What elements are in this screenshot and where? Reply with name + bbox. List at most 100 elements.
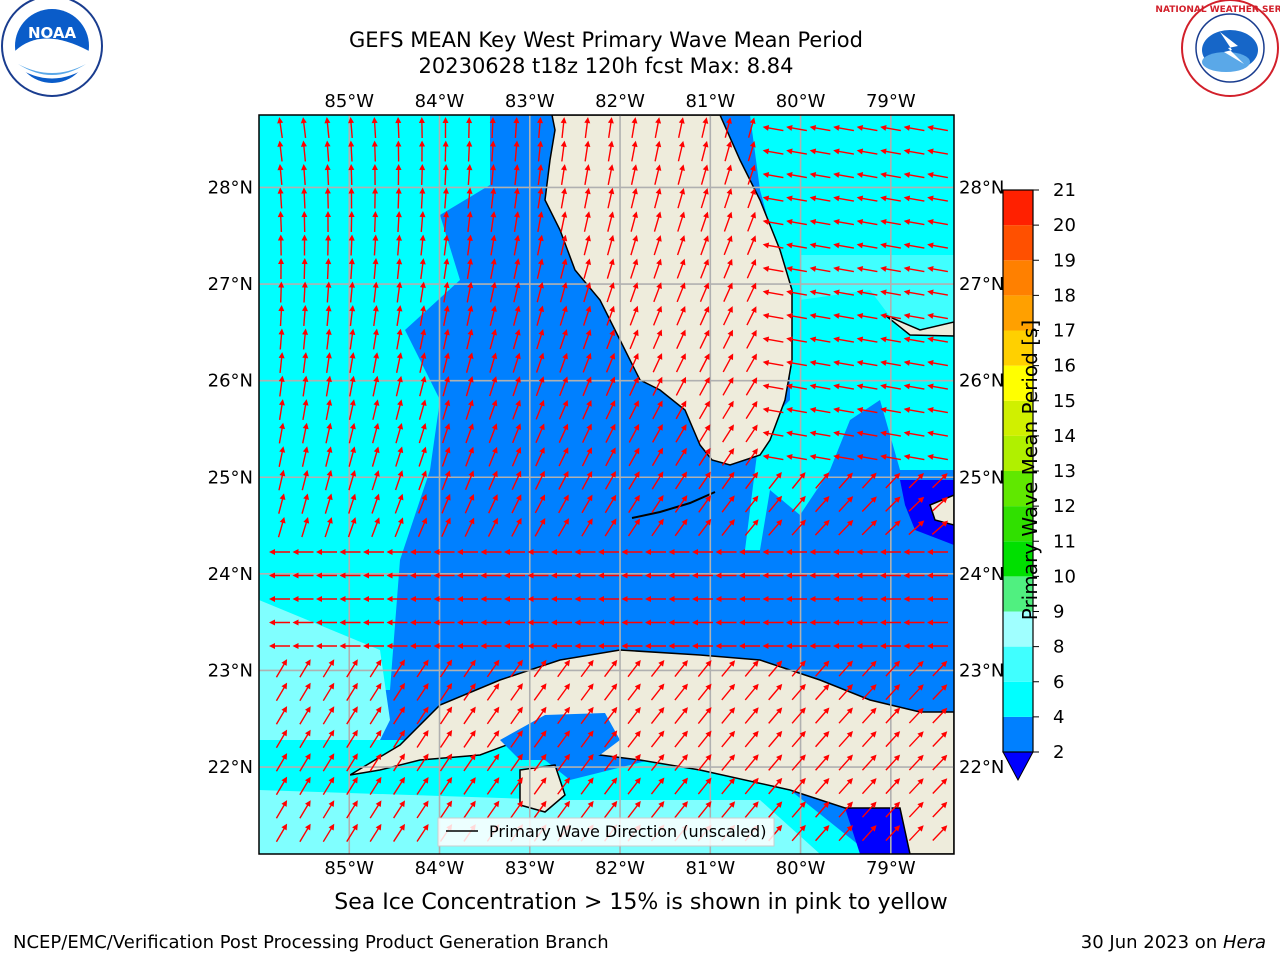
wave-arrow — [369, 800, 382, 819]
colorbar-tick-label: 14 — [1053, 426, 1076, 447]
wave-arrow — [512, 376, 521, 397]
wave-arrow — [645, 572, 666, 579]
wave-arrow — [580, 659, 594, 678]
colorbar-segment — [1003, 435, 1033, 471]
wave-arrow — [299, 800, 311, 819]
wave-arrow — [598, 549, 619, 555]
wave-arrow — [880, 266, 901, 273]
colorbar-segment — [1003, 681, 1033, 717]
wave-arrow — [269, 549, 290, 555]
wave-arrow — [932, 707, 948, 724]
lat-label-left: 27°N — [208, 274, 253, 295]
wave-arrow — [442, 117, 449, 139]
wave-arrow — [418, 493, 427, 514]
wave-arrow — [723, 258, 733, 279]
wave-arrow — [551, 549, 572, 555]
wave-arrow — [721, 683, 736, 701]
wave-arrow — [739, 596, 760, 602]
wave-arrow — [927, 195, 948, 202]
wave-arrow — [629, 282, 639, 303]
wave-arrow — [885, 472, 901, 489]
wave-direction-arrows — [269, 117, 949, 843]
wave-arrow — [275, 823, 288, 843]
period-region-darkblue-east — [900, 480, 954, 545]
wave-arrow — [348, 470, 357, 491]
wave-arrow — [885, 707, 901, 724]
wave-arrow — [745, 353, 757, 373]
wave-arrow — [419, 352, 427, 373]
wave-arrow — [349, 352, 356, 373]
wave-arrow — [700, 258, 709, 279]
wave-arrow — [653, 235, 662, 256]
wave-arrow — [885, 660, 901, 677]
wave-arrow — [604, 518, 617, 537]
wave-arrow — [786, 454, 807, 461]
wave-arrow — [439, 753, 453, 772]
wave-arrow — [527, 572, 549, 579]
wave-arrow — [927, 383, 948, 390]
wave-arrow — [584, 164, 591, 185]
wave-arrow — [723, 235, 733, 256]
wave-arrow — [316, 619, 337, 626]
wave-arrow — [371, 140, 378, 162]
wave-arrow — [433, 643, 455, 649]
wave-arrow — [856, 195, 878, 202]
wave-arrow — [325, 399, 333, 420]
wave-arrow — [856, 219, 878, 226]
wave-arrow — [674, 801, 688, 818]
wave-arrow — [762, 619, 784, 626]
wave-arrow — [815, 801, 830, 818]
wave-arrow — [419, 234, 426, 256]
wave-arrow — [786, 313, 807, 320]
wave-arrow — [791, 801, 806, 818]
wave-arrow — [349, 328, 356, 350]
wave-arrow — [861, 496, 877, 512]
wave-arrow — [348, 211, 355, 233]
colorbar-tick-label: 21 — [1053, 180, 1076, 201]
wave-arrow — [551, 572, 572, 579]
wave-arrow — [396, 305, 403, 326]
wave-arrow — [786, 407, 807, 414]
wave-arrow — [692, 619, 713, 626]
wave-arrow — [605, 400, 616, 420]
wave-arrow — [457, 572, 478, 579]
wave-arrow — [535, 447, 545, 467]
wave-arrow — [557, 518, 570, 537]
wave-arrow — [372, 187, 379, 209]
map-legend: Primary Wave Direction (unscaled) — [437, 817, 775, 847]
wave-arrow — [668, 619, 690, 626]
wave-arrow — [715, 572, 737, 579]
wave-arrow — [583, 234, 591, 256]
wave-arrow — [786, 360, 807, 367]
wave-arrow — [674, 683, 688, 701]
wave-arrow — [513, 211, 520, 232]
wave-arrow — [932, 660, 948, 677]
wave-arrow — [396, 281, 403, 303]
lon-label-top: 82°W — [595, 91, 645, 112]
wave-arrow — [885, 778, 901, 795]
wave-arrow — [560, 258, 568, 279]
wave-arrow — [629, 329, 639, 350]
colorbar-tick-label: 2 — [1053, 742, 1064, 763]
wave-arrow — [581, 470, 593, 490]
wave-arrow — [652, 424, 663, 443]
wave-arrow — [442, 352, 450, 373]
wave-arrow — [299, 682, 311, 702]
wave-arrow — [442, 328, 450, 350]
wave-arrow — [302, 422, 309, 444]
wave-arrow — [348, 234, 355, 256]
colorbar-tick-label: 16 — [1053, 356, 1076, 377]
wave-arrow — [809, 407, 831, 414]
wave-arrow — [786, 242, 807, 249]
wave-arrow — [466, 328, 474, 350]
wave-arrow — [443, 258, 450, 280]
wave-arrow — [674, 730, 688, 748]
colorbar-tick-label: 4 — [1053, 707, 1064, 728]
wave-arrow — [299, 753, 311, 772]
wave-arrow — [654, 117, 662, 138]
wave-arrow — [278, 493, 286, 514]
wave-arrow — [856, 266, 878, 273]
wave-arrow — [723, 282, 733, 302]
wave-arrow — [371, 470, 380, 491]
wave-arrow — [697, 801, 712, 818]
